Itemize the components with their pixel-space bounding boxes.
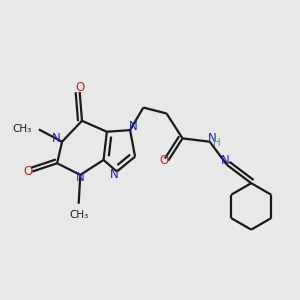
Text: CH₃: CH₃ [12,124,32,134]
Text: N: N [129,120,138,133]
Text: O: O [75,82,84,94]
Text: N: N [110,168,118,182]
Text: N: N [208,132,217,145]
Text: N: N [76,171,85,184]
Text: N: N [221,154,230,167]
Text: O: O [24,165,33,178]
Text: O: O [160,154,169,167]
Text: CH₃: CH₃ [69,210,88,220]
Text: N: N [52,132,61,145]
Text: H: H [213,138,221,148]
